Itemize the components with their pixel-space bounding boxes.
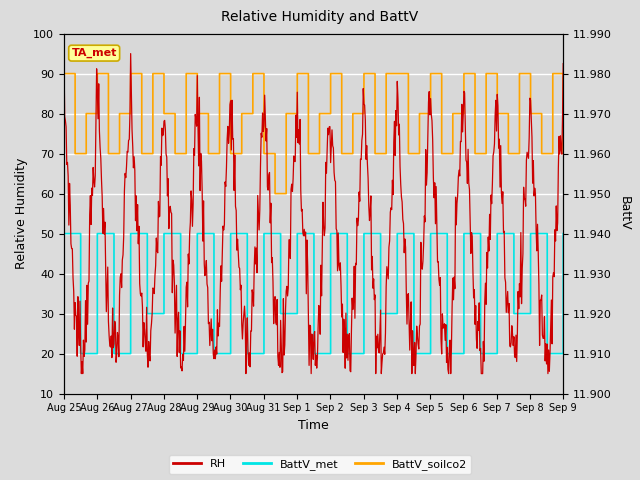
Text: TA_met: TA_met [72,48,117,58]
Text: Relative Humidity and BattV: Relative Humidity and BattV [221,10,419,24]
Y-axis label: BattV: BattV [618,196,631,231]
Legend: RH, BattV_met, BattV_soilco2: RH, BattV_met, BattV_soilco2 [169,455,471,474]
Y-axis label: Relative Humidity: Relative Humidity [15,158,28,269]
X-axis label: Time: Time [298,419,329,432]
